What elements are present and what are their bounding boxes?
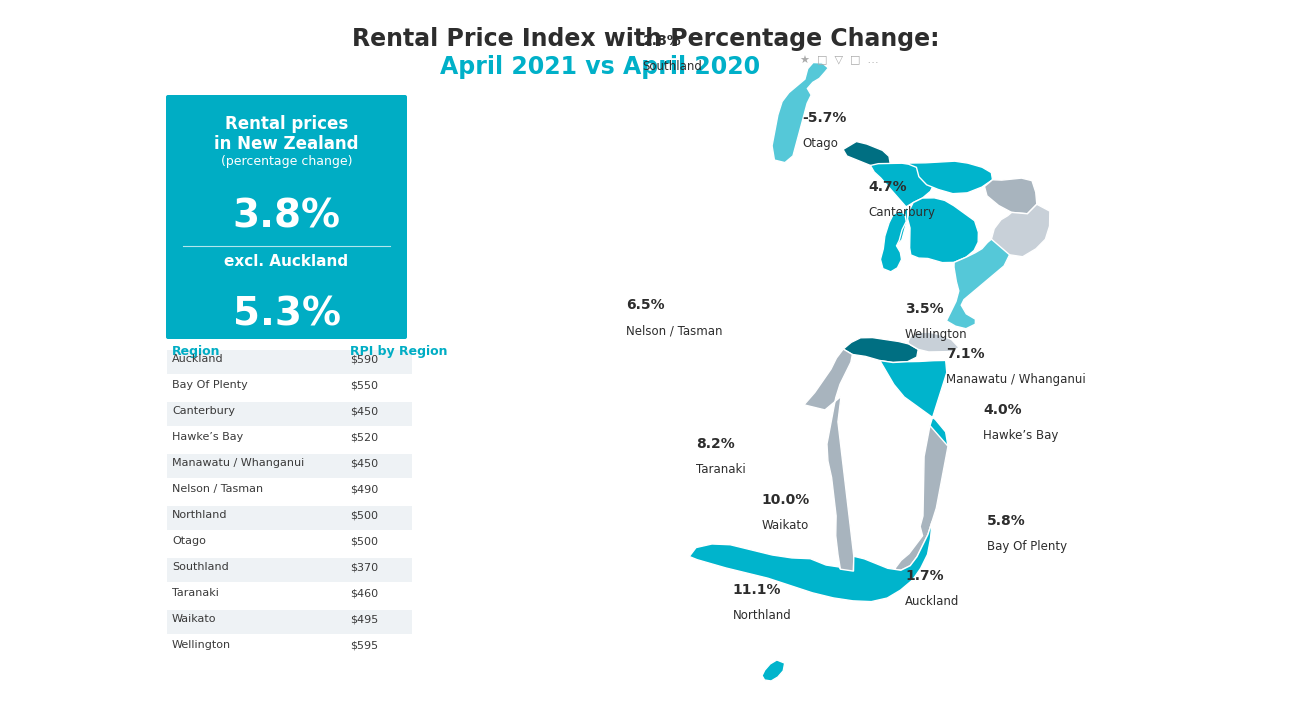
Polygon shape [880,361,948,526]
Text: 2.8%: 2.8% [642,34,681,48]
Polygon shape [773,63,828,163]
Bar [167,610,412,634]
Text: Hawke’s Bay: Hawke’s Bay [983,429,1058,441]
Polygon shape [804,349,854,577]
Text: $450: $450 [350,458,379,468]
Text: Auckland: Auckland [172,354,224,364]
Text: 3.8%: 3.8% [233,197,341,235]
Text: Bay Of Plenty: Bay Of Plenty [172,380,248,390]
Text: Northland: Northland [172,510,227,521]
Text: Otago: Otago [802,137,839,150]
Text: $520: $520 [350,433,379,442]
Text: Northland: Northland [733,609,792,622]
Polygon shape [844,337,919,363]
Text: Waikato: Waikato [172,614,217,624]
Text: Canterbury: Canterbury [868,206,935,219]
Polygon shape [908,332,959,352]
Text: April 2021 vs April 2020: April 2021 vs April 2020 [441,55,760,79]
Text: Otago: Otago [172,537,205,546]
Text: $450: $450 [350,406,379,417]
Text: Rental prices: Rental prices [225,115,348,133]
Text: $495: $495 [350,614,379,624]
Text: Wellington: Wellington [906,328,968,341]
Bar [167,454,412,478]
Text: Manawatu / Whanganui: Manawatu / Whanganui [946,373,1085,386]
Text: Rental Price Index with Percentage Change:: Rental Price Index with Percentage Chang… [353,27,939,51]
FancyBboxPatch shape [165,95,407,339]
Text: Nelson / Tasman: Nelson / Tasman [627,324,722,337]
Text: Taranaki: Taranaki [696,463,745,476]
Text: Hawke’s Bay: Hawke’s Bay [172,433,243,442]
Text: (percentage change): (percentage change) [221,155,353,168]
Text: 5.3%: 5.3% [233,296,341,334]
Text: Manawatu / Whanganui: Manawatu / Whanganui [172,458,304,468]
Bar [167,402,412,426]
Text: -5.7%: -5.7% [802,111,848,124]
Polygon shape [991,204,1050,257]
Text: Bay Of Plenty: Bay Of Plenty [987,539,1067,553]
Text: 4.7%: 4.7% [868,180,907,194]
Text: Taranaki: Taranaki [172,588,218,598]
Text: Nelson / Tasman: Nelson / Tasman [172,484,264,494]
Text: Waikato: Waikato [761,519,809,532]
Text: $550: $550 [350,380,379,390]
Polygon shape [902,161,992,193]
Polygon shape [947,239,1009,329]
Text: $490: $490 [350,484,379,494]
Text: Southland: Southland [642,60,703,73]
Bar [167,506,412,530]
Text: in New Zealand: in New Zealand [214,135,359,153]
Text: 4.0%: 4.0% [983,403,1022,417]
Text: $460: $460 [350,588,379,598]
Polygon shape [854,425,948,581]
Text: Region: Region [172,345,221,358]
Text: excl. Auckland: excl. Auckland [225,254,349,269]
Text: ★  □  ▽  □  …: ★ □ ▽ □ … [800,55,879,65]
Text: Canterbury: Canterbury [172,406,235,417]
Text: RPI by Region: RPI by Region [350,345,447,358]
Polygon shape [985,178,1036,214]
Polygon shape [844,142,890,169]
Text: Southland: Southland [172,562,229,572]
Text: 11.1%: 11.1% [733,583,782,598]
Text: Auckland: Auckland [906,595,960,608]
Text: 7.1%: 7.1% [946,347,985,361]
Text: $500: $500 [350,510,379,521]
Text: $595: $595 [350,640,379,650]
Text: $500: $500 [350,537,379,546]
Polygon shape [880,211,906,272]
Polygon shape [762,660,784,681]
Polygon shape [907,198,978,262]
Text: Wellington: Wellington [172,640,231,650]
Bar [167,558,412,582]
Text: 5.8%: 5.8% [987,514,1026,528]
Text: 6.5%: 6.5% [627,298,665,313]
Text: 1.7%: 1.7% [906,569,943,583]
Bar [167,350,412,374]
Text: $590: $590 [350,354,379,364]
Polygon shape [690,521,932,602]
Text: 10.0%: 10.0% [761,493,810,507]
Polygon shape [871,163,934,246]
Text: $370: $370 [350,562,379,572]
Text: 8.2%: 8.2% [696,438,735,451]
Text: 3.5%: 3.5% [906,302,943,316]
